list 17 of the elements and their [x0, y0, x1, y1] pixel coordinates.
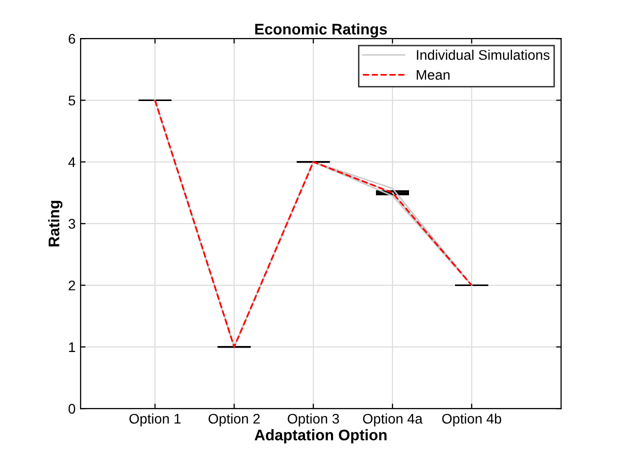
x-tick-label: Option 2 [208, 413, 260, 426]
y-axis-title: Rating [48, 200, 62, 246]
y-tick-label: 2 [68, 280, 76, 290]
legend-label: Individual Simulations [416, 50, 550, 60]
y-tick-label: 0 [68, 404, 76, 414]
x-tick-label: Option 1 [129, 413, 181, 426]
x-tick-label: Option 3 [288, 413, 339, 426]
x-axis-title: Adaptation Option [254, 429, 387, 444]
y-tick-label: 3 [68, 218, 76, 229]
y-tick-label: 1 [69, 342, 76, 352]
chart-title: Economic Ratings [255, 23, 387, 38]
y-tick-label: 4 [68, 157, 76, 167]
y-tick-label: 6 [68, 34, 76, 44]
x-tick-label: Option 4a [363, 413, 423, 426]
x-tick-label: Option 4b [442, 413, 502, 426]
legend-label: Mean [416, 70, 450, 80]
y-tick-label: 5 [68, 96, 76, 106]
